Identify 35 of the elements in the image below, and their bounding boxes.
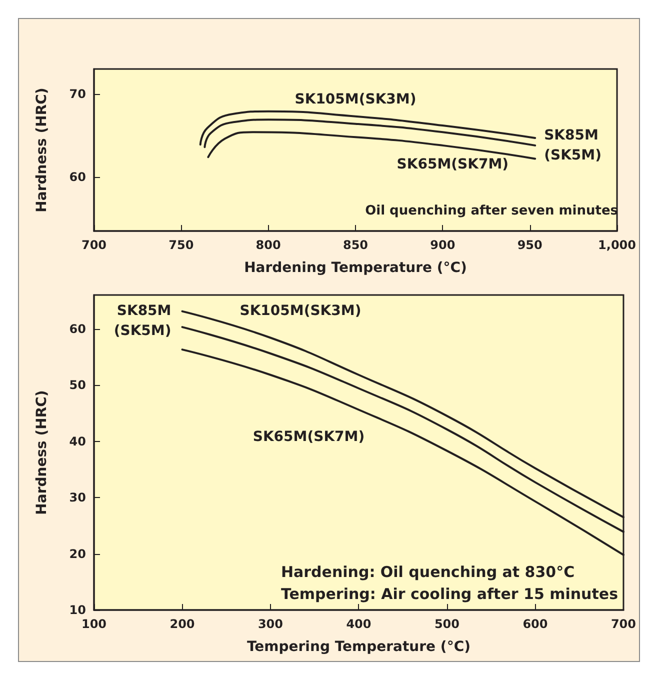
annotation: Oil quenching after seven minutes	[365, 204, 618, 218]
x-axis-title: Tempering Temperature (°C)	[246, 639, 470, 655]
series-label: SK85M(SK5M)	[544, 127, 602, 164]
y-axis-title: Hardness (HRC)	[34, 390, 50, 515]
series-label: SK65M(SK7M)	[252, 428, 365, 445]
x-axis-title: Hardening Temperature (°C)	[244, 260, 467, 276]
x-tick-label: 950	[517, 238, 542, 252]
y-tick-label: 60	[69, 322, 86, 336]
y-axis-title: Hardness (HRC)	[34, 88, 50, 212]
y-tick-label: 70	[69, 86, 86, 101]
y-tick-label: 60	[69, 170, 86, 184]
y-tick-label: 10	[69, 603, 86, 617]
series-label: SK105M(SK3M)	[294, 91, 416, 108]
x-tick-label: 500	[434, 617, 460, 631]
annotation: Tempering: Air cooling after 15 minutes	[280, 585, 618, 603]
x-tick-label: 200	[170, 617, 195, 631]
y-tick-label: 40	[69, 434, 86, 448]
x-tick-label: 600	[522, 617, 548, 631]
series-label: SK105M(SK3M)	[240, 302, 362, 319]
x-tick-label: 300	[258, 617, 284, 631]
series-label: SK85M(SK5M)	[114, 303, 172, 340]
x-tick-label: 900	[430, 238, 456, 252]
x-tick-label: 800	[256, 238, 281, 252]
y-tick-label: 20	[69, 546, 86, 561]
x-tick-label: 750	[168, 238, 194, 252]
x-tick-label: 700	[610, 617, 636, 631]
x-tick-label: 850	[342, 238, 368, 252]
annotation: Hardening: Oil quenching at 830°C	[280, 563, 575, 581]
x-tick-label: 700	[81, 238, 107, 252]
x-tick-label: 1,000	[598, 238, 636, 252]
y-tick-label: 50	[69, 378, 86, 392]
series-label: SK65M(SK7M)	[396, 156, 509, 172]
x-tick-label: 400	[346, 617, 372, 631]
x-tick-label: 100	[81, 617, 107, 631]
y-tick-label: 30	[69, 490, 86, 504]
